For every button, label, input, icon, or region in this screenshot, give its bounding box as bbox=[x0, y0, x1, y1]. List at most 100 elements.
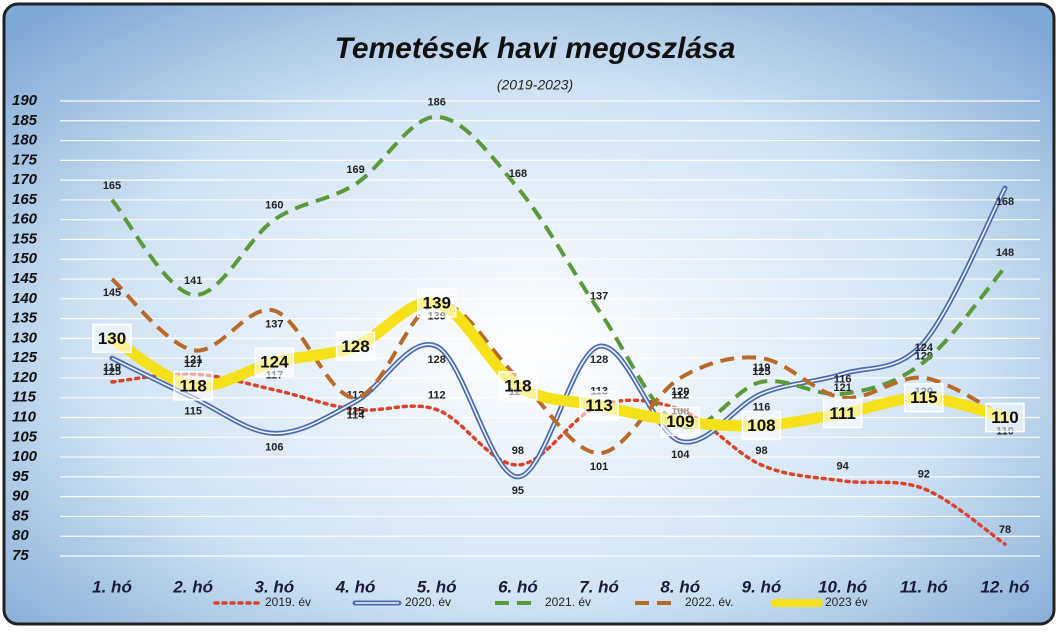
legend-label: 2020. év bbox=[405, 595, 451, 609]
y-tick-label: 130 bbox=[12, 329, 38, 346]
data-label: 128 bbox=[590, 354, 608, 366]
y-tick-label: 90 bbox=[12, 488, 29, 505]
data-label: 114 bbox=[347, 410, 366, 422]
y-tick-label: 80 bbox=[12, 527, 29, 544]
data-label-box bbox=[416, 288, 457, 318]
x-tick-label: 11. hó bbox=[900, 577, 948, 596]
x-tick-label: 10. hó bbox=[818, 577, 867, 596]
x-tick-label: 1. hó bbox=[92, 577, 132, 596]
data-label: 92 bbox=[918, 469, 930, 481]
x-tick-label: 12. hó bbox=[980, 577, 1029, 596]
data-label: 128 bbox=[341, 337, 369, 356]
data-label: 94 bbox=[837, 461, 850, 473]
data-label-box bbox=[904, 382, 944, 413]
data-label-box bbox=[985, 402, 1025, 433]
data-label: 120 bbox=[671, 386, 689, 398]
y-tick-label: 145 bbox=[12, 270, 38, 287]
data-label: 119 bbox=[103, 362, 121, 374]
data-label: 110 bbox=[991, 408, 1018, 427]
y-tick-label: 140 bbox=[12, 290, 38, 307]
data-label: 121 bbox=[184, 354, 202, 366]
legend-label: 2021. év bbox=[545, 595, 591, 609]
legend-label: 2019. év bbox=[265, 595, 311, 609]
data-label: 115 bbox=[184, 406, 202, 418]
data-label: 125 bbox=[103, 366, 121, 378]
y-tick-label: 185 bbox=[12, 112, 38, 129]
data-label: 160 bbox=[265, 200, 283, 212]
data-label: 115 bbox=[910, 388, 937, 407]
data-label: 124 bbox=[260, 353, 289, 372]
data-label: 78 bbox=[999, 524, 1011, 536]
data-label: 115 bbox=[347, 406, 365, 418]
x-tick-label: 6. hó bbox=[498, 577, 538, 596]
y-tick-label: 120 bbox=[12, 369, 38, 386]
x-tick-label: 8. hó bbox=[660, 577, 700, 596]
data-label: 165 bbox=[103, 180, 121, 192]
x-tick-label: 9. hó bbox=[742, 577, 782, 596]
data-label: 119 bbox=[753, 362, 771, 374]
y-tick-label: 95 bbox=[12, 468, 29, 485]
data-label: 125 bbox=[752, 366, 770, 378]
data-label: 124 bbox=[915, 342, 934, 354]
data-label: 145 bbox=[103, 287, 121, 299]
data-label: 108 bbox=[747, 416, 775, 435]
data-label: 109 bbox=[666, 412, 694, 431]
data-label: 139 bbox=[423, 293, 451, 312]
data-label: 141 bbox=[184, 275, 202, 287]
data-label: 169 bbox=[346, 164, 364, 176]
data-label: 111 bbox=[829, 404, 856, 423]
x-tick-label: 4. hó bbox=[335, 577, 376, 596]
y-tick-label: 160 bbox=[12, 211, 38, 228]
data-label: 118 bbox=[179, 376, 206, 395]
data-label: 112 bbox=[428, 390, 446, 402]
data-label: 121 bbox=[833, 382, 851, 394]
y-tick-label: 150 bbox=[12, 250, 38, 267]
y-tick-label: 100 bbox=[12, 448, 38, 465]
data-label: 98 bbox=[512, 445, 524, 457]
x-tick-label: 5. hó bbox=[417, 577, 457, 596]
data-label: 101 bbox=[590, 461, 608, 473]
data-label: 113 bbox=[585, 396, 612, 415]
series-line-inner bbox=[111, 187, 1006, 478]
chart-subtitle: (2019-2023) bbox=[497, 77, 573, 93]
data-label: 168 bbox=[509, 168, 527, 180]
y-tick-label: 85 bbox=[12, 507, 29, 524]
data-label-box bbox=[335, 331, 376, 362]
y-tick-label: 135 bbox=[12, 310, 38, 327]
y-tick-label: 125 bbox=[12, 349, 38, 366]
data-label: 106 bbox=[265, 441, 283, 453]
y-tick-label: 115 bbox=[12, 389, 37, 406]
y-tick-label: 110 bbox=[12, 408, 37, 425]
y-tick-label: 105 bbox=[12, 428, 38, 445]
data-label: 130 bbox=[98, 329, 126, 348]
y-tick-label: 170 bbox=[12, 171, 38, 188]
data-label: 116 bbox=[834, 374, 852, 386]
data-label-box bbox=[741, 410, 782, 441]
data-label: 118 bbox=[504, 376, 531, 395]
data-label-box bbox=[254, 347, 295, 377]
data-label-box bbox=[660, 406, 701, 437]
y-tick-label: 75 bbox=[12, 547, 29, 564]
data-label: 104 bbox=[671, 449, 690, 461]
y-tick-label: 165 bbox=[12, 191, 38, 208]
data-label: 127 bbox=[184, 358, 202, 370]
data-label: 137 bbox=[265, 319, 283, 331]
legend-label: 2022. év. bbox=[685, 595, 733, 609]
data-label: 168 bbox=[996, 196, 1014, 208]
data-label-box bbox=[822, 398, 863, 429]
y-tick-label: 180 bbox=[12, 132, 38, 149]
data-label-box bbox=[173, 371, 213, 401]
chart-title: Temetések havi megoszlása bbox=[335, 32, 736, 65]
data-label: 128 bbox=[428, 354, 446, 366]
y-tick-label: 155 bbox=[12, 230, 38, 247]
data-label: 137 bbox=[590, 291, 608, 303]
data-label: 95 bbox=[512, 485, 524, 497]
x-tick-label: 2. hó bbox=[172, 577, 213, 596]
legend-label: 2023 év bbox=[825, 595, 868, 609]
data-label: 148 bbox=[996, 247, 1014, 259]
x-tick-label: 3. hó bbox=[255, 577, 295, 596]
series-line bbox=[110, 114, 1007, 430]
data-label-box bbox=[579, 390, 619, 421]
